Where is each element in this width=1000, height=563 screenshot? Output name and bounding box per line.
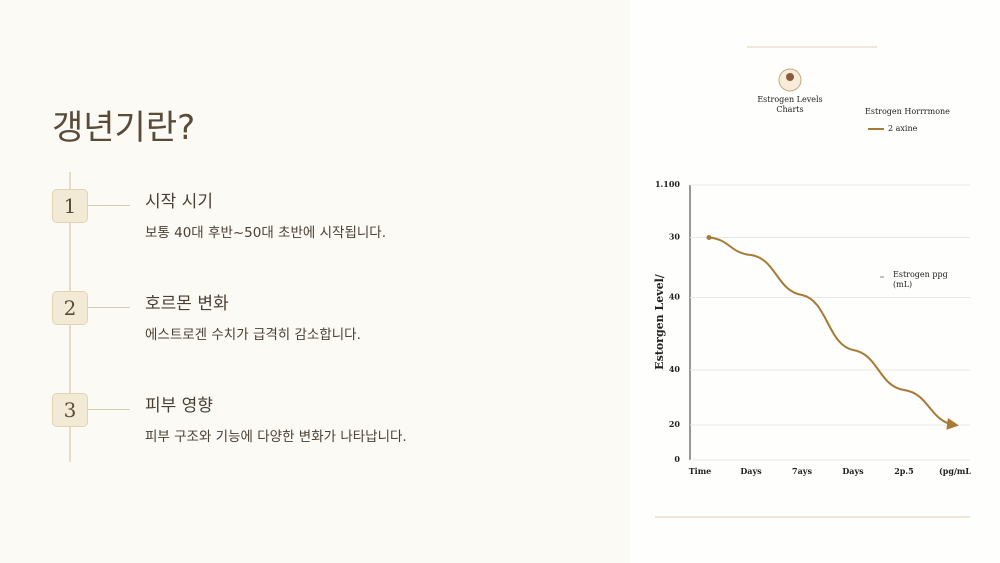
connector — [88, 205, 130, 206]
step: 3 피부 영향 피부 구조와 기능에 다양한 변화가 나타납니다. — [52, 393, 472, 473]
chart-panel — [630, 0, 1000, 563]
connector — [88, 409, 130, 410]
x-tick-label: 2p.5 — [894, 466, 914, 476]
annotation: Estrogen ppg (mL) — [893, 270, 948, 290]
y-tick-label: 30 — [669, 232, 681, 242]
step: 2 호르몬 변화 에스트로겐 수치가 급격히 감소합니다. — [52, 291, 472, 371]
step-text: 보통 40대 후반~50대 초반에 시작됩니다. — [145, 225, 387, 241]
y-tick-label: 40 — [669, 292, 681, 302]
x-tick-label: Days — [740, 466, 762, 476]
start-point — [706, 235, 712, 240]
step-text: 피부 구조와 기능에 다양한 변화가 나타납니다. — [145, 429, 407, 445]
x-tick-label: Days — [842, 466, 864, 476]
y-axis-label: Estorgen Level/ — [653, 273, 666, 370]
y-tick-label: 40 — [669, 364, 681, 374]
step-text: 에스트로겐 수치가 급격히 감소합니다. — [145, 327, 361, 343]
step-number: 1 — [52, 189, 88, 223]
avatar-head — [786, 73, 794, 81]
step-number: 2 — [52, 291, 88, 325]
connector — [88, 307, 130, 308]
slide-title: 갱년기란? — [52, 108, 196, 148]
data-line — [708, 236, 959, 430]
step-heading: 피부 영향 — [145, 396, 213, 416]
step-heading: 시작 시기 — [145, 192, 213, 212]
y-tick-label: 1.100 — [655, 179, 680, 189]
step-heading: 호르몬 변화 — [145, 294, 229, 314]
x-tick-label: 7ays — [792, 466, 812, 476]
legend-title: Estrogen Horrrmone — [865, 107, 950, 116]
legend-label: 2 axine — [888, 124, 918, 133]
step-number: 3 — [52, 393, 88, 427]
step: 1 시작 시기 보통 40대 후반~50대 초반에 시작됩니다. — [52, 189, 472, 269]
x-tick-label: (pg/mL — [939, 466, 971, 476]
chart-title: Estrogen Levels Charts — [757, 95, 823, 114]
y-tick-label: 0 — [674, 454, 680, 464]
y-tick-label: 20 — [669, 419, 681, 429]
x-tick-label: Time — [689, 466, 712, 476]
